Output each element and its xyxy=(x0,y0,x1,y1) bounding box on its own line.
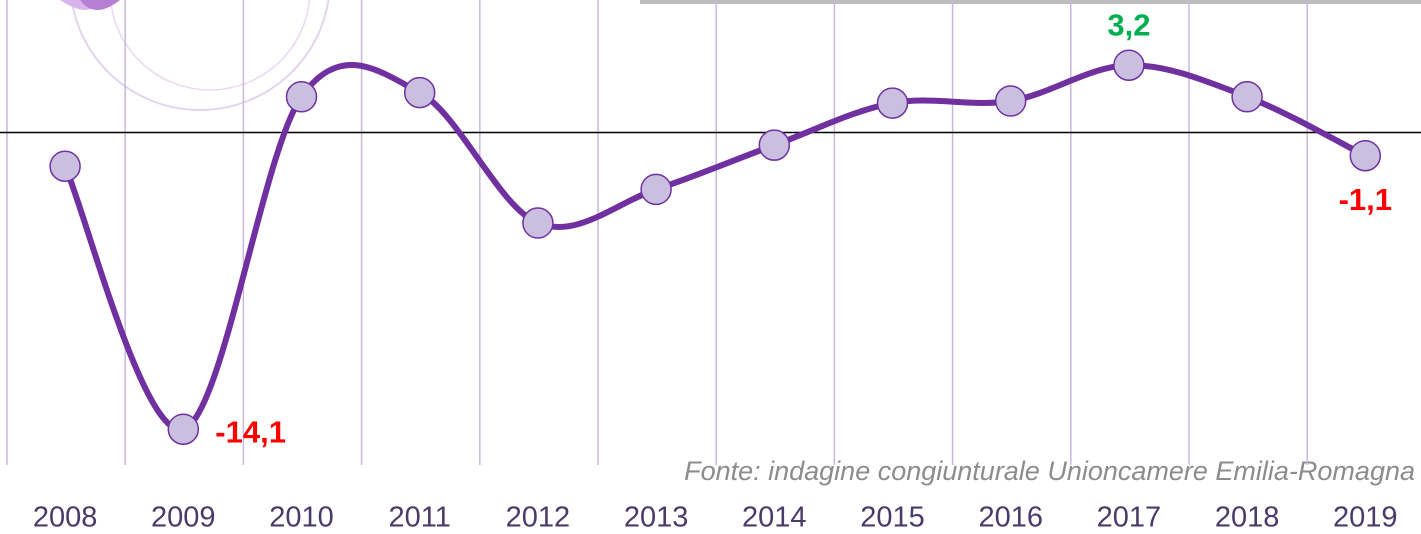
page: {"chart_data": {"type": "line", "categor… xyxy=(0,0,1421,534)
marker xyxy=(1114,50,1144,80)
x-tick-label: 2010 xyxy=(269,502,334,534)
x-tick-label: 2013 xyxy=(624,502,689,534)
marker xyxy=(405,78,435,108)
x-tick-label: 2016 xyxy=(978,502,1043,534)
series-line xyxy=(65,65,1365,430)
source-note: Fonte: indagine congiunturale Unioncamer… xyxy=(684,456,1415,486)
value-label: -1,1 xyxy=(1339,182,1392,217)
x-tick-label: 2008 xyxy=(33,502,98,534)
x-tick-label: 2011 xyxy=(389,502,451,534)
marker xyxy=(996,86,1026,116)
x-tick-label: 2012 xyxy=(506,502,571,534)
decoration xyxy=(60,0,1421,110)
marker xyxy=(287,82,317,112)
value-label: -14,1 xyxy=(215,414,286,449)
x-tick-label: 2015 xyxy=(860,502,925,534)
chart: Fonte: indagine congiunturale Unioncamer… xyxy=(0,0,1421,534)
marker xyxy=(50,151,80,181)
value-label: 3,2 xyxy=(1107,7,1150,42)
x-tick-label: 2019 xyxy=(1333,502,1398,534)
marker xyxy=(1350,141,1380,171)
x-tick-label: 2009 xyxy=(151,502,216,534)
marker xyxy=(168,414,198,444)
marker xyxy=(523,208,553,238)
x-tick-label: 2018 xyxy=(1215,502,1280,534)
x-tick-label: 2017 xyxy=(1097,502,1162,534)
marker xyxy=(759,130,789,160)
marker xyxy=(641,174,671,204)
marker xyxy=(878,88,908,118)
marker xyxy=(1232,82,1262,112)
x-tick-label: 2014 xyxy=(742,502,807,534)
